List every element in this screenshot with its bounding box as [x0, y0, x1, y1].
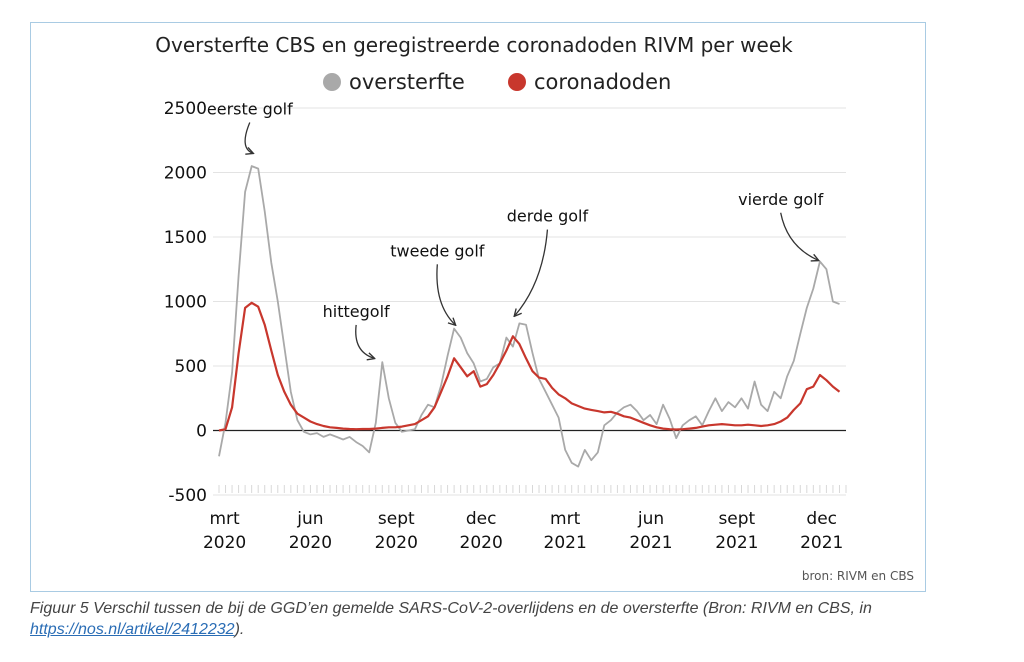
series-layer — [218, 165, 841, 468]
x-axis-ticks: mrt 2020 jun 2020 sept 2020 dec 2020 mrt 2021 jun 2… — [203, 509, 843, 553]
y-tick-label: -500 — [168, 486, 207, 506]
legend-label-oversterfte: oversterfte — [349, 70, 465, 94]
x-tick-label-year: 2021 — [800, 533, 843, 553]
caption-text: Figuur 5 Verschil tussen de bij de GGD’e… — [30, 600, 872, 617]
source-note: bron: RIVM en CBS — [802, 569, 914, 583]
y-tick-label: 0 — [196, 422, 207, 442]
annotation-label: tweede golf — [390, 241, 485, 260]
annotation-arrow — [436, 264, 455, 324]
annotations-layer: eerste golf hittegolf tweede golf derde gol… — [207, 99, 824, 358]
legend-label-coronadoden: coronadoden — [534, 70, 671, 94]
y-tick-label: 1000 — [164, 293, 207, 313]
x-tick-label-month: mrt — [550, 509, 581, 529]
annotation-label: derde golf — [507, 207, 589, 226]
legend: oversterfte coronadoden — [323, 70, 671, 94]
y-tick-label: 1500 — [164, 228, 207, 248]
x-tick-label-month: dec — [806, 509, 837, 529]
annotation-arrow — [780, 212, 818, 260]
legend-marker-coronadoden — [508, 73, 526, 91]
caption-suffix: ). — [234, 621, 245, 638]
grid-layer — [213, 107, 847, 496]
x-tick-label-year: 2020 — [375, 533, 418, 553]
annotation-label: hittegolf — [323, 302, 390, 321]
annotation-label: eerste golf — [207, 99, 293, 118]
figure-caption: Figuur 5 Verschil tussen de bij de GGD’e… — [30, 598, 1010, 640]
x-tick-label-month: jun — [296, 509, 323, 529]
y-tick-label: 2500 — [164, 99, 207, 119]
x-tick-label-year: 2021 — [544, 533, 587, 553]
series-line-oversterfte — [218, 165, 840, 468]
chart-title: Oversterfte CBS en geregistreerde corona… — [155, 33, 793, 57]
annotation-label: vierde golf — [738, 190, 824, 209]
y-tick-label: 2000 — [164, 164, 207, 184]
x-tick-label-year: 2021 — [629, 533, 672, 553]
y-tick-label: 500 — [175, 357, 207, 377]
x-tick-label-month: jun — [637, 509, 664, 529]
x-tick-label-month: sept — [378, 509, 415, 529]
annotation-arrow — [515, 229, 549, 316]
annotation-arrow — [244, 122, 252, 153]
x-tick-label-year: 2020 — [203, 533, 246, 553]
caption-link[interactable]: https://nos.nl/artikel/2412232 — [30, 621, 235, 638]
chart: 2500 2000 1500 1000 500 0 -500 mrt 2020 jun 2020 s… — [155, 33, 914, 583]
series-line-coronadoden — [218, 301, 841, 432]
x-tick-label-year: 2020 — [460, 533, 503, 553]
legend-marker-oversterfte — [323, 73, 341, 91]
x-tick-label-year: 2020 — [289, 533, 332, 553]
x-tick-label-year: 2021 — [715, 533, 758, 553]
figure-frame: 2500 2000 1500 1000 500 0 -500 mrt 2020 jun 2020 s… — [30, 22, 926, 592]
y-axis-ticks: 2500 2000 1500 1000 500 0 -500 — [164, 99, 207, 506]
annotation-arrow — [355, 324, 374, 358]
x-tick-label-month: dec — [466, 509, 497, 529]
x-tick-label-month: mrt — [209, 509, 240, 529]
x-tick-label-month: sept — [718, 509, 755, 529]
